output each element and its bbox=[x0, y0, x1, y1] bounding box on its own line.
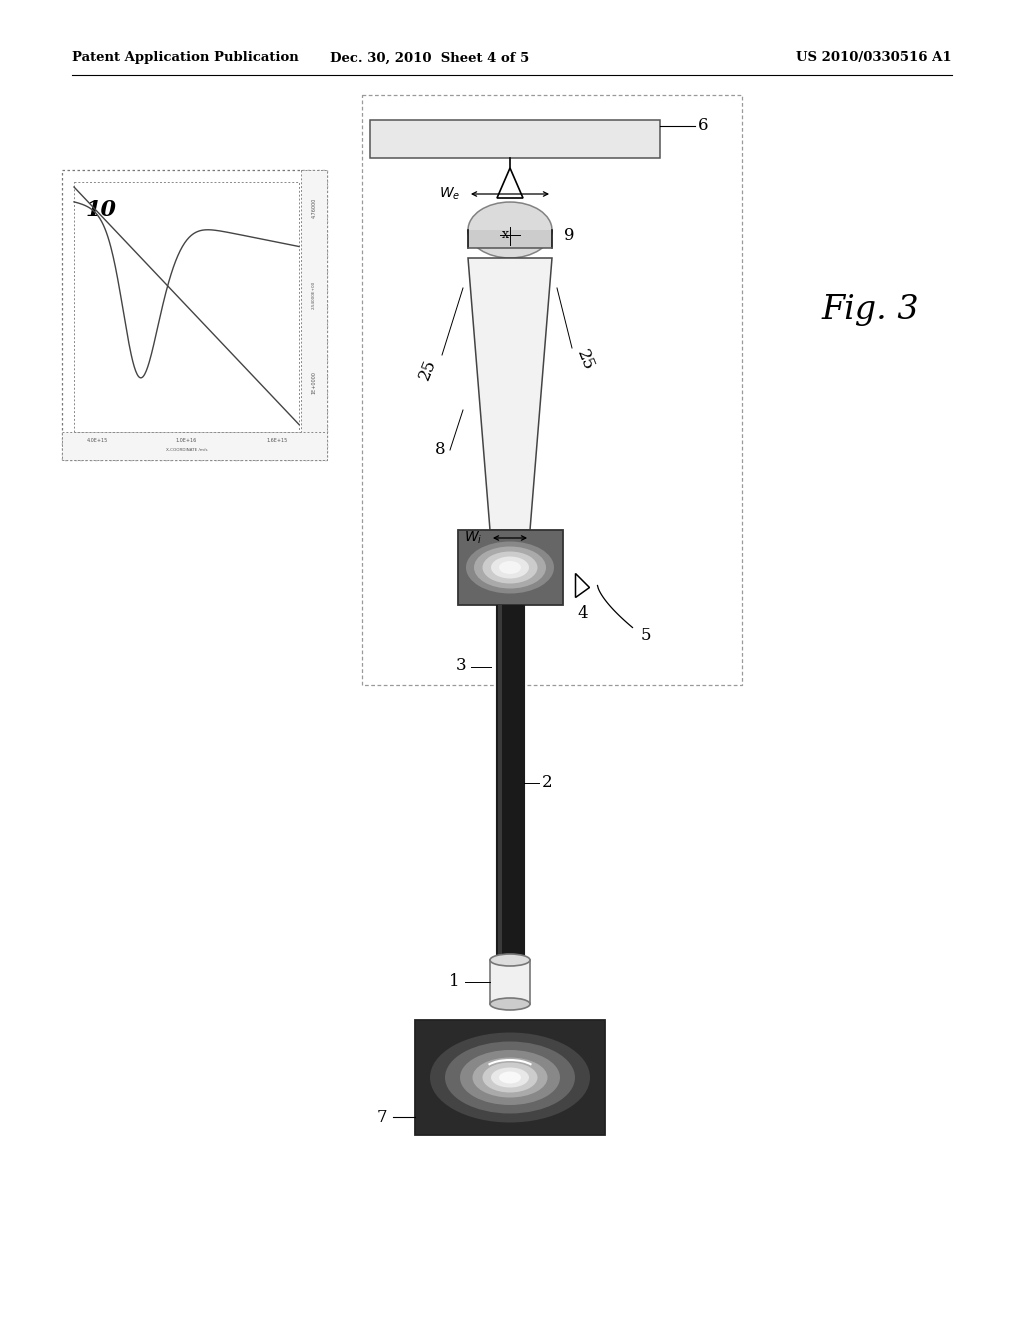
Text: 1E+0000: 1E+0000 bbox=[311, 371, 316, 393]
Bar bbox=[415, 1020, 605, 1135]
Bar bbox=[362, 95, 742, 685]
Bar bbox=[468, 230, 552, 248]
Text: x: x bbox=[502, 228, 509, 242]
Text: 25: 25 bbox=[573, 347, 597, 374]
Text: 8: 8 bbox=[434, 441, 445, 458]
Ellipse shape bbox=[482, 1063, 538, 1093]
Ellipse shape bbox=[466, 541, 554, 594]
Ellipse shape bbox=[430, 1032, 590, 1122]
Bar bbox=[74, 182, 299, 432]
Ellipse shape bbox=[490, 998, 530, 1010]
Text: $W_i$: $W_i$ bbox=[464, 529, 482, 546]
Ellipse shape bbox=[490, 1068, 529, 1088]
Text: 6: 6 bbox=[698, 116, 709, 133]
Ellipse shape bbox=[445, 1041, 575, 1114]
Text: US 2010/0330516 A1: US 2010/0330516 A1 bbox=[797, 51, 952, 65]
Ellipse shape bbox=[482, 552, 538, 583]
Text: 9: 9 bbox=[564, 227, 574, 243]
Ellipse shape bbox=[490, 557, 529, 578]
Text: 5: 5 bbox=[640, 627, 651, 644]
Bar bbox=[498, 605, 502, 960]
Ellipse shape bbox=[499, 561, 521, 574]
Bar bbox=[301, 170, 327, 459]
Text: 2: 2 bbox=[542, 774, 553, 791]
Ellipse shape bbox=[468, 202, 552, 257]
Ellipse shape bbox=[474, 546, 546, 589]
Polygon shape bbox=[575, 573, 590, 598]
Text: 7: 7 bbox=[377, 1109, 387, 1126]
Text: 1.6E+15: 1.6E+15 bbox=[266, 437, 288, 442]
Text: 10: 10 bbox=[86, 199, 117, 220]
Text: Patent Application Publication: Patent Application Publication bbox=[72, 51, 299, 65]
Text: 1: 1 bbox=[450, 974, 460, 990]
Polygon shape bbox=[497, 168, 523, 198]
Bar bbox=[62, 432, 327, 459]
Text: 1.0E+16: 1.0E+16 bbox=[176, 437, 198, 442]
Text: 4.76000: 4.76000 bbox=[311, 198, 316, 218]
Text: Dec. 30, 2010  Sheet 4 of 5: Dec. 30, 2010 Sheet 4 of 5 bbox=[331, 51, 529, 65]
Polygon shape bbox=[468, 257, 552, 531]
Text: 4: 4 bbox=[578, 605, 588, 622]
Text: 2.54000E+00: 2.54000E+00 bbox=[312, 281, 316, 309]
Ellipse shape bbox=[460, 1049, 560, 1105]
Bar bbox=[496, 605, 524, 960]
Bar bbox=[490, 960, 530, 1005]
Bar bbox=[458, 531, 562, 605]
Text: 4.0E+15: 4.0E+15 bbox=[86, 437, 108, 442]
Ellipse shape bbox=[499, 1072, 521, 1084]
Text: 25: 25 bbox=[416, 356, 440, 383]
Text: $W_e$: $W_e$ bbox=[438, 186, 460, 202]
Bar bbox=[370, 120, 660, 158]
Ellipse shape bbox=[472, 1057, 548, 1097]
Text: Fig. 3: Fig. 3 bbox=[821, 294, 919, 326]
Bar bbox=[62, 170, 327, 459]
Text: X-COORDINATE /m/s: X-COORDINATE /m/s bbox=[166, 447, 207, 451]
Ellipse shape bbox=[490, 954, 530, 966]
Text: 3: 3 bbox=[456, 656, 466, 673]
